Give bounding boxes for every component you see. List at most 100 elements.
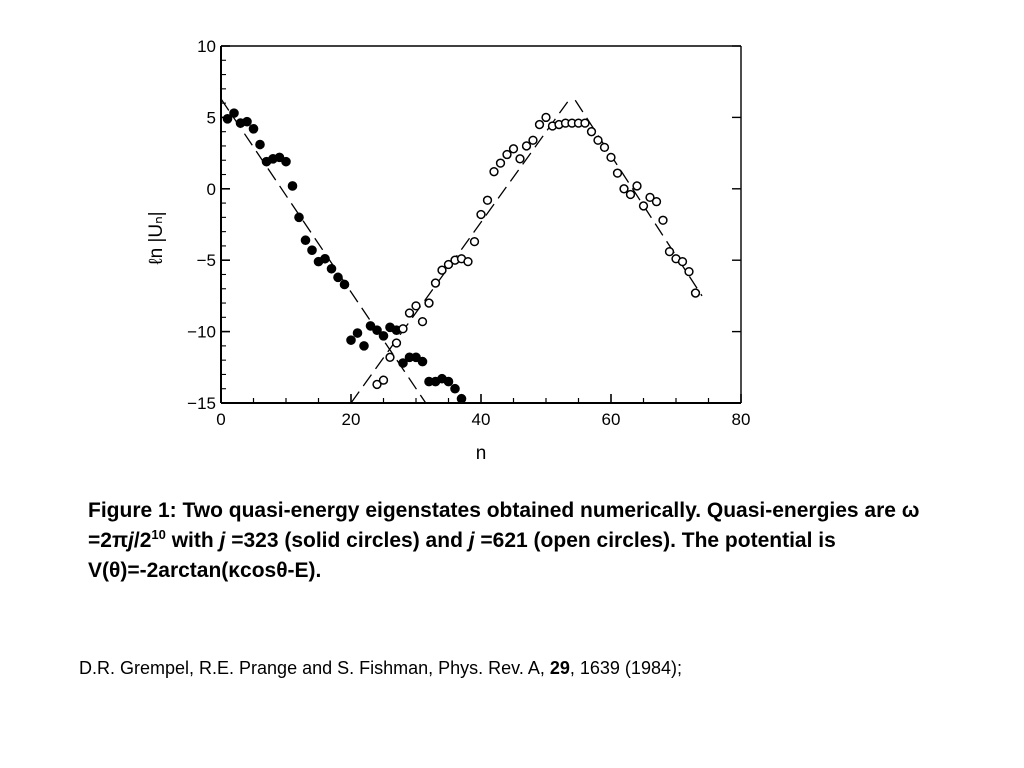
solid-circle-point bbox=[222, 114, 233, 124]
open-circle-point bbox=[391, 338, 402, 348]
x-ticks: 0 20 40 60 80 bbox=[216, 394, 750, 429]
caption-frac: /2 bbox=[133, 529, 152, 552]
solid-circle-point bbox=[274, 152, 285, 163]
guide-lines bbox=[220, 98, 703, 404]
solid-circle-point bbox=[372, 325, 382, 335]
open-circle-point bbox=[677, 256, 688, 267]
solid-circle-point bbox=[320, 253, 330, 264]
solid-circle-point bbox=[450, 383, 460, 394]
caption-j-2: j bbox=[219, 529, 226, 552]
open-circle-point bbox=[482, 195, 493, 205]
solid-circle-point bbox=[281, 156, 291, 167]
open-circle-point bbox=[664, 246, 675, 257]
reference-citation: D.R. Grempel, R.E. Prange and S. Fishman… bbox=[79, 658, 682, 679]
y-tick-label: −5 bbox=[197, 251, 216, 270]
open-circle-point bbox=[404, 308, 415, 318]
open-circle-point bbox=[463, 256, 473, 267]
dashed-guide-line bbox=[220, 98, 427, 404]
open-circle-point bbox=[502, 149, 512, 160]
open-circle-point bbox=[632, 181, 642, 191]
solid-circle-point bbox=[326, 263, 337, 274]
plot-frame bbox=[220, 45, 742, 404]
open-circle-point bbox=[528, 135, 538, 145]
open-circle-point bbox=[398, 324, 408, 334]
caption-mid: =323 (solid circles) and bbox=[225, 529, 469, 552]
solid-circle-point bbox=[294, 212, 304, 223]
solid-circle-point bbox=[378, 331, 389, 341]
reference-volume: 29 bbox=[549, 658, 570, 678]
open-circle-point bbox=[541, 112, 551, 123]
open-circle-point bbox=[593, 135, 603, 145]
solid-circle-point bbox=[287, 181, 298, 191]
open-circle-point bbox=[619, 184, 629, 194]
dashed-guide-line bbox=[350, 99, 570, 404]
open-circle-point bbox=[372, 379, 382, 390]
caption-suffix: =621 (open circles). The potential is V(… bbox=[88, 529, 836, 582]
solid-circle-point bbox=[229, 108, 239, 118]
reference-pages-year: , 1639 (1984); bbox=[569, 658, 682, 678]
caption-exponent: 10 bbox=[151, 527, 166, 542]
solid-circle-point bbox=[346, 335, 356, 345]
open-circle-point bbox=[424, 298, 434, 308]
solid-circle-point bbox=[456, 393, 467, 404]
solid-circle-point bbox=[333, 272, 343, 283]
solid-circle-point bbox=[352, 328, 363, 338]
reference-authors: D.R. Grempel, R.E. Prange and S. Fishman… bbox=[79, 658, 550, 678]
open-circle-point bbox=[690, 288, 701, 298]
data-points bbox=[222, 108, 701, 404]
solid-circle-point bbox=[359, 341, 369, 351]
solid-circle-point bbox=[339, 279, 350, 290]
open-circle-point bbox=[625, 189, 636, 200]
open-circle-point bbox=[586, 127, 597, 137]
x-tick-label: 20 bbox=[342, 410, 361, 429]
open-circle-point bbox=[638, 201, 649, 211]
open-circle-point bbox=[411, 301, 421, 311]
open-circle-point bbox=[612, 168, 623, 178]
open-circle-point bbox=[658, 215, 668, 225]
caption-with: with bbox=[165, 529, 220, 552]
y-tick-label: −15 bbox=[187, 394, 216, 413]
y-tick-label: −10 bbox=[187, 323, 216, 342]
open-circle-point bbox=[645, 192, 655, 203]
open-circle-point bbox=[515, 154, 525, 164]
open-circle-point bbox=[580, 118, 590, 128]
solid-circle-point bbox=[417, 356, 428, 367]
open-circle-point bbox=[521, 141, 532, 151]
open-circle-point bbox=[599, 142, 610, 153]
y-axis-label: ℓn |Uₙ| bbox=[146, 211, 167, 264]
open-circle-point bbox=[651, 197, 662, 207]
x-tick-label: 80 bbox=[732, 410, 751, 429]
open-circle-point bbox=[684, 266, 694, 277]
x-tick-label: 40 bbox=[472, 410, 491, 429]
caption-j-1: j bbox=[128, 529, 134, 552]
open-circle-point bbox=[508, 144, 519, 154]
y-tick-label: 5 bbox=[207, 108, 216, 127]
x-tick-label: 0 bbox=[216, 410, 225, 429]
open-circle-point bbox=[495, 158, 506, 168]
open-circle-point bbox=[385, 352, 395, 362]
solid-circle-point bbox=[248, 124, 259, 134]
open-circle-point bbox=[534, 119, 545, 130]
solid-circle-point bbox=[411, 352, 421, 363]
open-circle-point bbox=[489, 167, 499, 177]
chart: 0 20 40 60 80 10 5 0 −5 −10 −15 n ℓn |Uₙ| bbox=[146, 37, 750, 464]
solid-circle-point bbox=[443, 376, 454, 387]
solid-circle-point bbox=[242, 116, 252, 127]
open-circle-point bbox=[430, 278, 441, 288]
open-circle-point bbox=[476, 209, 486, 220]
figure-caption: Figure 1: Two quasi-energy eigenstates o… bbox=[88, 496, 948, 586]
open-circle-point bbox=[378, 375, 389, 385]
open-circle-point bbox=[437, 265, 447, 275]
x-tick-label: 60 bbox=[602, 410, 621, 429]
y-ticks: 10 5 0 −5 −10 −15 bbox=[187, 37, 741, 413]
open-circle-point bbox=[606, 152, 616, 163]
solid-circle-point bbox=[255, 139, 265, 150]
open-circle-point bbox=[443, 259, 454, 270]
open-circle-point bbox=[469, 236, 480, 247]
solid-circle-point bbox=[398, 358, 408, 368]
solid-circle-point bbox=[365, 321, 376, 331]
caption-prefix: Figure 1: Two quasi-energy eigenstates o… bbox=[88, 499, 920, 552]
open-circle-point bbox=[417, 316, 428, 327]
x-axis-label: n bbox=[476, 443, 487, 464]
caption-j-3: j bbox=[468, 529, 475, 552]
